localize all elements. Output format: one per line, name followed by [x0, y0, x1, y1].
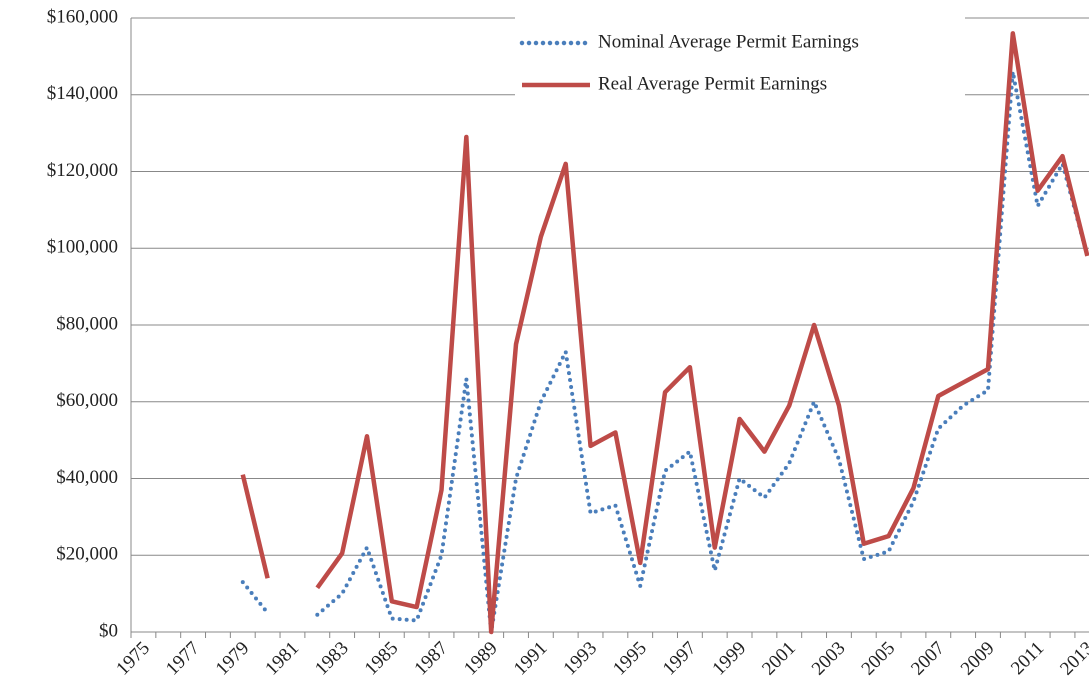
- x-tick-label: 2003: [808, 638, 850, 680]
- x-tick-label: 1999: [708, 638, 750, 680]
- x-tick-label: 1997: [659, 638, 701, 680]
- x-tick-label: 1993: [559, 638, 601, 680]
- x-tick-label: 1995: [609, 638, 651, 680]
- y-tick-label: $60,000: [56, 390, 118, 411]
- y-tick-label: $20,000: [56, 544, 118, 565]
- legend-label: Nominal Average Permit Earnings: [598, 31, 859, 52]
- x-tick-label: 1977: [162, 638, 204, 680]
- x-tick-label: 2001: [758, 638, 800, 680]
- y-tick-label: $40,000: [56, 467, 118, 488]
- x-tick-label: 1979: [212, 638, 254, 680]
- x-tick-label: 2011: [1007, 638, 1048, 679]
- y-tick-label: $160,000: [47, 6, 118, 27]
- y-tick-label: $120,000: [47, 160, 118, 181]
- y-tick-label: $80,000: [56, 313, 118, 334]
- legend: Nominal Average Permit Earnings Real Aver…: [515, 16, 965, 98]
- x-tick-label: 1985: [361, 638, 403, 680]
- legend-label: Real Average Permit Earnings: [598, 73, 827, 94]
- y-tick-label: $140,000: [47, 83, 118, 104]
- x-tick-label: 1981: [261, 638, 303, 680]
- x-tick-label: 2005: [858, 638, 900, 680]
- x-tick-label: 1983: [311, 638, 353, 680]
- series-line: [315, 31, 1089, 635]
- series-line: [240, 474, 270, 579]
- x-tick-label: 1989: [460, 638, 502, 680]
- x-tick-label: 2007: [907, 638, 949, 680]
- x-tick-label: 2013: [1056, 638, 1089, 680]
- x-tick-label: 1991: [510, 638, 552, 680]
- y-tick-label: $100,000: [47, 237, 118, 258]
- series-line: [240, 580, 270, 615]
- x-tick-label: 1975: [112, 638, 154, 680]
- series-line: [315, 69, 1089, 634]
- y-tick-label: $0: [99, 620, 118, 641]
- x-tick-label: 2009: [957, 638, 999, 680]
- x-tick-label: 1987: [410, 638, 452, 680]
